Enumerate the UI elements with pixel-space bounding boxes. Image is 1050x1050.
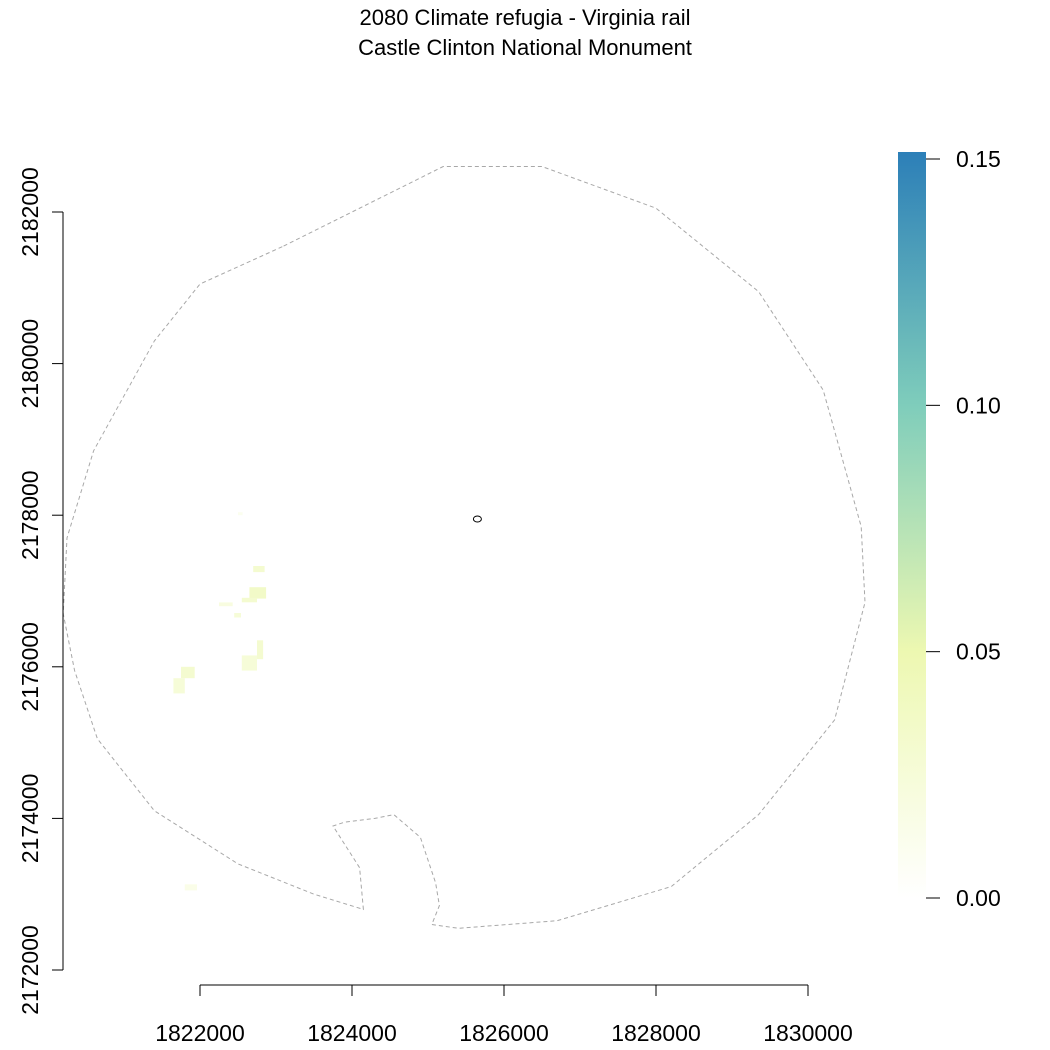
colorbar-tick-label: 0.15 xyxy=(956,146,1001,172)
x-tick-label: 1822000 xyxy=(155,1020,245,1046)
x-tick-label: 1824000 xyxy=(307,1020,397,1046)
axes: 1822000 1824000 1826000 1828000 1830000 21720… xyxy=(17,167,853,1046)
plot-area xyxy=(62,166,866,929)
refugia-cell xyxy=(241,655,257,671)
y-tick-label: 2180000 xyxy=(17,319,43,409)
refugia-cell xyxy=(184,884,197,891)
refugia-cell xyxy=(249,587,267,599)
monument-marker xyxy=(472,515,482,523)
y-tick-label: 2178000 xyxy=(17,470,43,560)
refugia-cell xyxy=(238,512,243,516)
refugia-cell xyxy=(241,597,257,603)
colorbar-tick-label: 0.00 xyxy=(956,885,1001,911)
y-tick-label: 2182000 xyxy=(17,167,43,257)
x-tick-label: 1826000 xyxy=(459,1020,549,1046)
refugia-cell xyxy=(173,678,185,694)
colorbar-tick-label: 0.10 xyxy=(956,392,1001,418)
y-tick-label: 2172000 xyxy=(17,925,43,1015)
refugia-cell xyxy=(219,602,233,607)
x-tick-label: 1830000 xyxy=(763,1020,853,1046)
y-tick-label: 2174000 xyxy=(17,774,43,864)
chart-subtitle: Castle Clinton National Monument xyxy=(358,35,692,60)
refugia-cell xyxy=(234,613,241,618)
refugia-cell xyxy=(257,640,264,660)
y-tick-label: 2176000 xyxy=(17,622,43,712)
chart-title: 2080 Climate refugia - Virginia rail xyxy=(359,5,691,30)
x-tick-label: 1828000 xyxy=(611,1020,701,1046)
colorbar-legend: 0.00 0.05 0.10 0.15 xyxy=(898,146,1001,911)
colorbar-tick-label: 0.05 xyxy=(956,639,1001,665)
colorbar xyxy=(898,152,926,898)
park-boundary xyxy=(62,166,866,929)
refugia-cell xyxy=(253,566,265,573)
refugia-cell xyxy=(181,666,195,679)
